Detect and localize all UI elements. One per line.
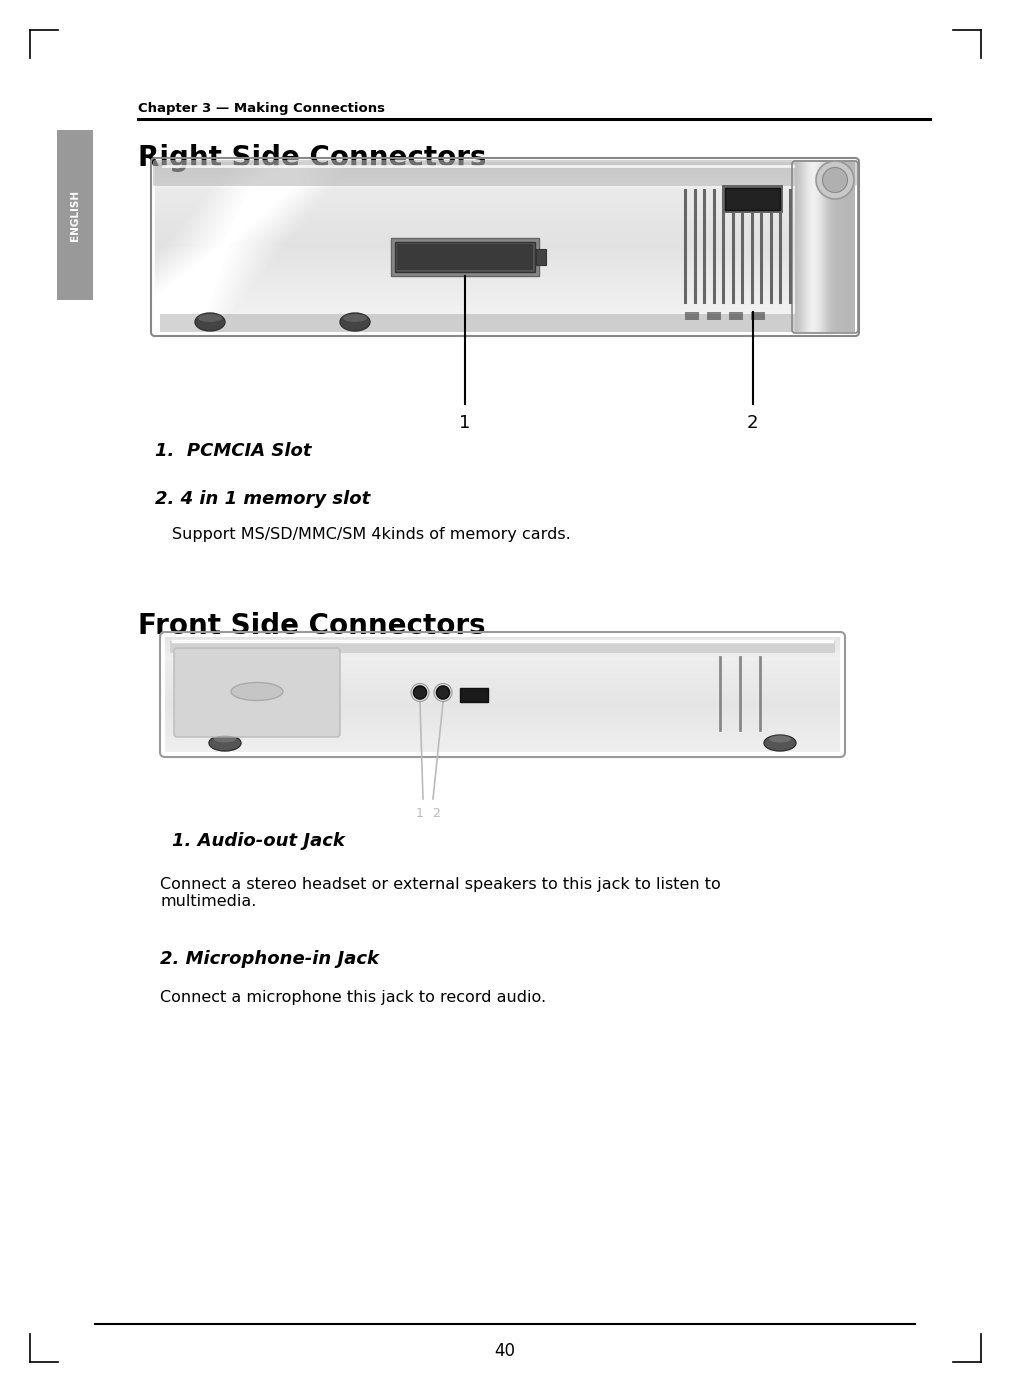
Bar <box>395 242 535 271</box>
Text: Support MS/SD/MMC/SM 4kinds of memory cards.: Support MS/SD/MMC/SM 4kinds of memory ca… <box>172 528 571 541</box>
Text: Front Side Connectors: Front Side Connectors <box>137 612 485 640</box>
Text: 2. Microphone-in Jack: 2. Microphone-in Jack <box>160 949 379 967</box>
Ellipse shape <box>823 167 847 192</box>
Ellipse shape <box>198 315 222 322</box>
Bar <box>460 688 488 702</box>
Text: Connect a stereo headset or external speakers to this jack to listen to
multimed: Connect a stereo headset or external spe… <box>160 877 721 909</box>
Ellipse shape <box>231 682 283 700</box>
Ellipse shape <box>343 315 367 322</box>
Ellipse shape <box>340 313 370 331</box>
Text: Right Side Connectors: Right Side Connectors <box>137 143 486 173</box>
Ellipse shape <box>214 735 236 742</box>
Ellipse shape <box>209 735 241 752</box>
Bar <box>160 315 850 333</box>
Text: 1: 1 <box>459 413 471 432</box>
Bar <box>391 238 539 276</box>
Circle shape <box>413 686 427 699</box>
Text: 2. 4 in 1 memory slot: 2. 4 in 1 memory slot <box>155 490 370 508</box>
Text: 1.  PCMCIA Slot: 1. PCMCIA Slot <box>155 443 311 459</box>
FancyBboxPatch shape <box>153 160 857 187</box>
Bar <box>57 129 93 301</box>
Text: Connect a microphone this jack to record audio.: Connect a microphone this jack to record… <box>160 990 546 1005</box>
Circle shape <box>437 686 450 699</box>
Bar <box>707 312 721 320</box>
Ellipse shape <box>764 735 796 752</box>
Ellipse shape <box>816 161 854 199</box>
Bar <box>725 188 780 210</box>
Bar <box>729 312 743 320</box>
FancyBboxPatch shape <box>174 649 340 736</box>
Text: 1. Audio-out Jack: 1. Audio-out Jack <box>172 832 345 851</box>
Text: 40: 40 <box>494 1342 516 1360</box>
Text: Chapter 3 — Making Connections: Chapter 3 — Making Connections <box>137 102 385 116</box>
Text: 2: 2 <box>747 413 758 432</box>
Text: 1: 1 <box>417 807 424 820</box>
Bar <box>722 185 783 213</box>
Ellipse shape <box>195 313 225 331</box>
Text: 2: 2 <box>432 807 440 820</box>
Bar <box>685 312 699 320</box>
Bar <box>397 244 533 270</box>
Text: ENGLISH: ENGLISH <box>70 189 80 241</box>
Bar <box>751 312 765 320</box>
Bar <box>536 249 546 264</box>
Ellipse shape <box>769 735 791 742</box>
Bar <box>170 640 835 653</box>
